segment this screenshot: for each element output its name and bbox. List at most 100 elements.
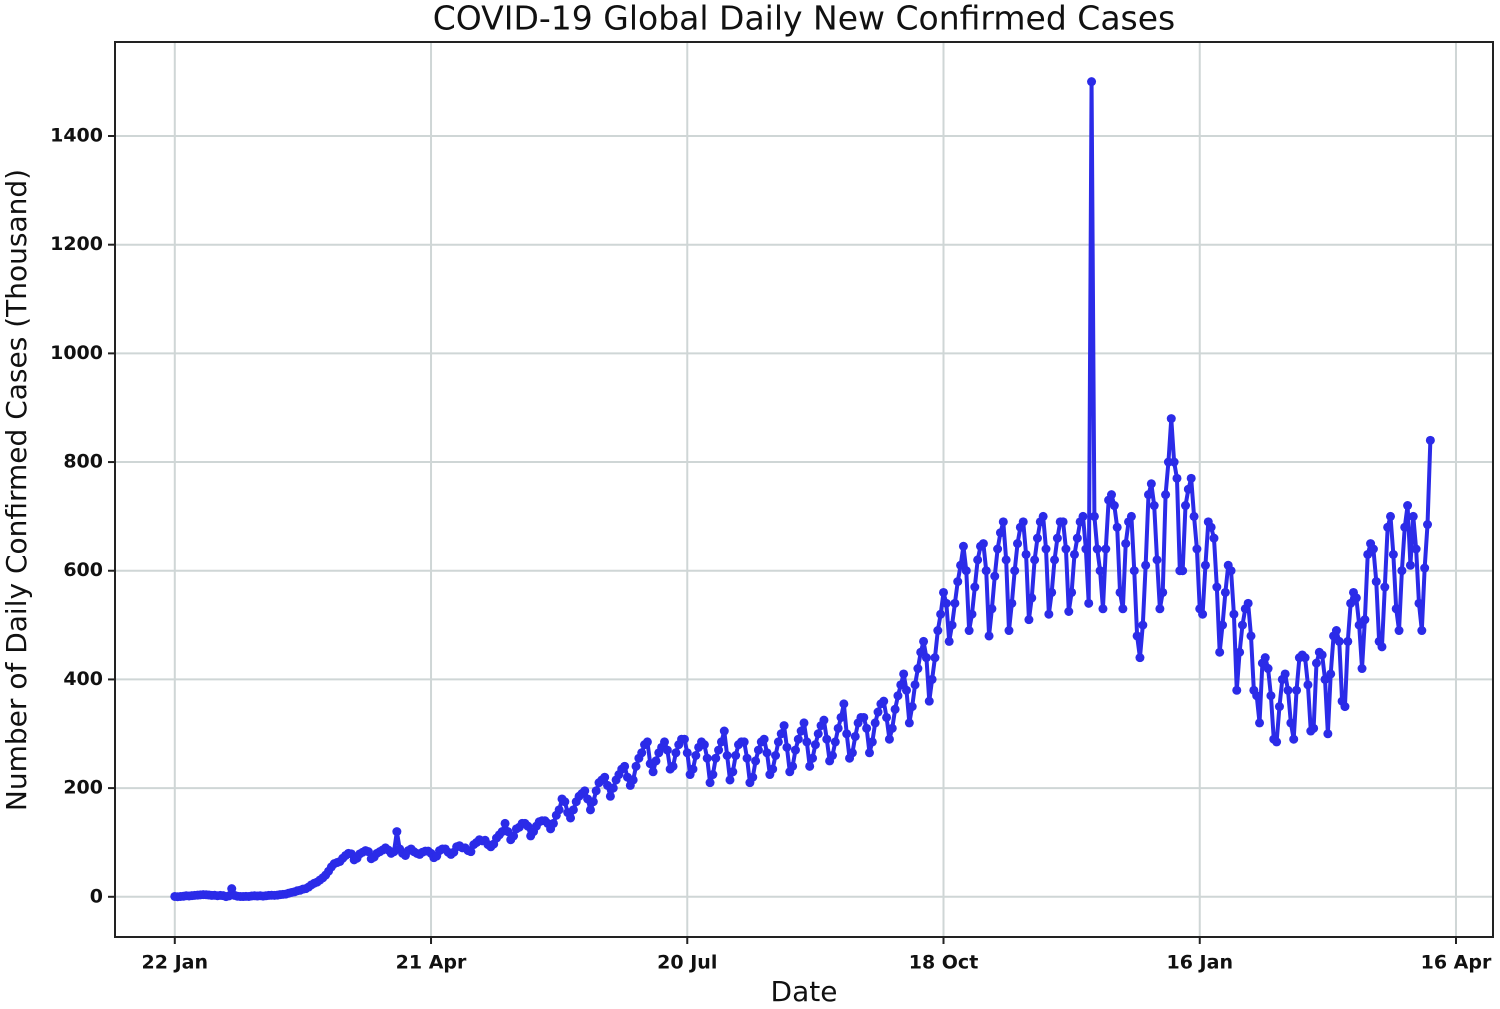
data-point — [802, 737, 812, 747]
data-line — [174, 79, 1433, 899]
data-point — [1292, 685, 1302, 695]
data-point — [882, 712, 892, 722]
data-point — [1200, 560, 1210, 570]
data-point — [1309, 723, 1319, 733]
data-point — [719, 726, 729, 736]
data-point — [560, 797, 570, 807]
data-point — [554, 805, 564, 815]
data-point — [1087, 77, 1097, 87]
data-point — [978, 539, 988, 549]
data-point — [970, 582, 980, 592]
data-point — [913, 664, 923, 674]
data-point — [1334, 636, 1344, 646]
data-point — [1004, 626, 1014, 636]
data-point — [751, 756, 761, 766]
y-tick-label: 400 — [63, 668, 103, 690]
data-point — [585, 805, 595, 815]
data-point — [987, 604, 997, 614]
data-point — [827, 751, 837, 761]
data-point — [1181, 501, 1191, 511]
data-point — [1010, 566, 1020, 576]
data-point — [1021, 549, 1031, 559]
data-point — [779, 721, 789, 731]
data-point — [568, 805, 578, 815]
data-point — [500, 818, 510, 828]
data-point — [1126, 511, 1136, 521]
data-point — [1106, 490, 1116, 500]
data-point — [901, 685, 911, 695]
data-point — [1078, 511, 1088, 521]
data-point — [1146, 479, 1156, 489]
data-point — [1272, 737, 1282, 747]
data-point — [862, 723, 872, 733]
data-point — [1400, 522, 1410, 532]
data-point — [588, 797, 598, 807]
data-point — [1405, 560, 1415, 570]
data-point — [1041, 544, 1051, 554]
data-point — [1098, 604, 1108, 614]
data-point — [953, 577, 963, 587]
data-point — [1371, 577, 1381, 587]
data-point — [1178, 566, 1188, 576]
data-point — [1198, 609, 1208, 619]
data-point — [904, 718, 914, 728]
data-point — [788, 761, 798, 771]
data-point — [1351, 593, 1361, 603]
data-point — [1013, 539, 1023, 549]
data-point — [808, 753, 818, 763]
data-point — [1260, 653, 1270, 663]
data-point — [1320, 674, 1330, 684]
data-point — [1038, 511, 1048, 521]
data-point — [1420, 563, 1430, 573]
data-point — [1317, 650, 1327, 660]
data-point — [1018, 517, 1028, 527]
data-point — [1289, 734, 1299, 744]
x-tick-label: 20 Jul — [657, 952, 717, 974]
data-point — [941, 598, 951, 608]
data-point — [620, 761, 630, 771]
data-point — [947, 620, 957, 630]
data-point — [847, 748, 857, 758]
data-point — [916, 647, 926, 657]
data-point — [1050, 555, 1060, 565]
data-point — [819, 715, 829, 725]
y-tick-label: 1200 — [50, 233, 103, 255]
data-point — [1129, 566, 1139, 576]
data-point — [679, 734, 689, 744]
data-point — [907, 702, 917, 712]
data-point — [1397, 566, 1407, 576]
data-point — [839, 699, 849, 709]
data-point — [1391, 604, 1401, 614]
data-point — [728, 767, 738, 777]
data-point — [714, 745, 724, 755]
data-point — [1061, 544, 1071, 554]
data-point — [1380, 582, 1390, 592]
data-point — [1414, 598, 1424, 608]
data-point — [956, 560, 966, 570]
data-point — [924, 696, 934, 706]
data-point — [973, 555, 983, 565]
data-point — [771, 751, 781, 761]
data-point — [793, 734, 803, 744]
data-point — [1155, 604, 1165, 614]
data-point — [933, 626, 943, 636]
data-point — [1183, 484, 1193, 494]
data-point — [1166, 414, 1176, 424]
data-point — [782, 742, 792, 752]
data-point — [842, 729, 852, 739]
data-point — [1115, 587, 1125, 597]
data-point — [1311, 658, 1321, 668]
chart-title: COVID-19 Global Daily New Confirmed Case… — [433, 0, 1176, 38]
data-point — [1383, 522, 1393, 532]
data-point — [1226, 566, 1236, 576]
data-point — [799, 718, 809, 728]
data-point — [961, 566, 971, 576]
data-point — [1027, 593, 1037, 603]
data-point — [1092, 544, 1102, 554]
data-point — [776, 729, 786, 739]
data-point — [879, 696, 889, 706]
data-point — [600, 772, 610, 782]
data-point — [1323, 729, 1333, 739]
data-point — [873, 707, 883, 717]
